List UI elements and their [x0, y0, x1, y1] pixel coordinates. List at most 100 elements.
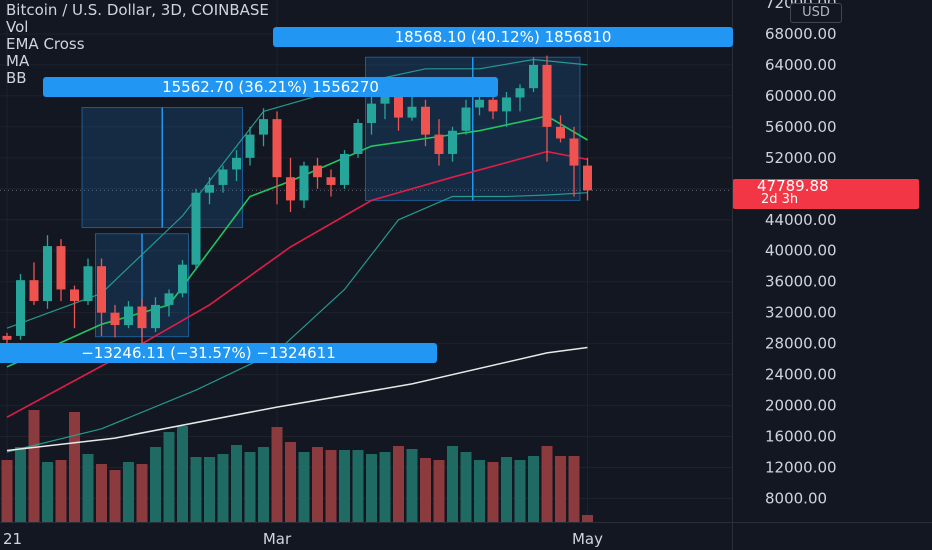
- price-tick-label: 8000.00: [765, 489, 827, 507]
- price-tick-label: 52000.00: [765, 149, 837, 167]
- candle-body: [461, 107, 471, 131]
- volume-bar: [568, 456, 580, 522]
- volume-bar: [69, 412, 80, 522]
- volume-bar: [339, 450, 350, 522]
- volume-bar: [150, 447, 161, 522]
- volume-bar: [285, 442, 296, 522]
- price-tick-label: 24000.00: [765, 366, 837, 384]
- candle-body: [529, 64, 538, 89]
- candle-body: [421, 106, 430, 135]
- volume-bar: [298, 452, 310, 522]
- candle-body: [448, 130, 457, 154]
- volume-bar: [271, 427, 283, 522]
- volume-bar: [433, 460, 445, 522]
- price-tick-label: 28000.00: [765, 335, 837, 353]
- measure-labels: −13246.11 (−31.57%) −1324611 15562.70 (36…: [0, 27, 733, 363]
- volume-bar: [379, 452, 391, 522]
- candle-body: [205, 184, 214, 193]
- volume-bar: [123, 462, 134, 522]
- volume-bar: [96, 464, 107, 522]
- candle-body: [367, 103, 376, 124]
- candle-body: [110, 312, 120, 326]
- candle-body: [70, 289, 79, 302]
- candle-body: [2, 335, 12, 340]
- bb-lower-line: [6, 192, 588, 453]
- candle-body: [488, 99, 498, 112]
- price-tick-label: 40000.00: [765, 242, 837, 260]
- price-tick-label: 12000.00: [765, 459, 837, 477]
- last-price-tag: 47789.88 2d 3h: [733, 177, 919, 209]
- candle-body: [502, 97, 511, 112]
- price-axis[interactable]: 8000.00 12000.00 16000.00 20000.00 24000.00 2…: [765, 0, 837, 507]
- price-tick-label: 64000.00: [765, 56, 837, 74]
- time-axis[interactable]: 21 Mar May: [3, 530, 603, 548]
- candle-body: [29, 280, 39, 302]
- candle-body: [583, 165, 592, 191]
- indicator-bb[interactable]: BB: [6, 69, 27, 87]
- candle-body: [394, 84, 403, 118]
- volume-bar: [136, 464, 148, 522]
- price-tick-label: 36000.00: [765, 273, 837, 291]
- candle-body: [43, 246, 52, 302]
- volume-bar: [217, 454, 229, 522]
- candle-body: [272, 119, 282, 178]
- measure-label-bg: [43, 77, 498, 97]
- ma-line: [6, 346, 588, 452]
- time-tick-label: Mar: [263, 530, 292, 548]
- price-tick-label: 20000.00: [765, 397, 837, 415]
- volume-bar: [55, 460, 67, 522]
- volume-bar: [42, 462, 53, 522]
- candle-body: [542, 64, 552, 127]
- price-tick-label: 68000.00: [765, 25, 837, 43]
- indicator-ema-cross[interactable]: EMA Cross: [6, 35, 85, 53]
- time-tick-label: 21: [3, 530, 22, 548]
- candle-body: [556, 126, 565, 139]
- price-tick-label: 60000.00: [765, 87, 837, 105]
- volume-bars: [1, 410, 593, 522]
- candle-body: [326, 177, 336, 185]
- volume-bar: [231, 445, 242, 522]
- time-tick-label: May: [572, 530, 603, 548]
- volume-bar: [393, 446, 404, 522]
- candle-body: [124, 306, 133, 326]
- currency-button[interactable]: USD: [790, 3, 842, 23]
- volume-bar: [244, 452, 256, 522]
- volume-bar: [487, 462, 499, 522]
- volume-bar: [177, 426, 188, 522]
- measure-label: −13246.11 (−31.57%) −1324611: [81, 344, 336, 362]
- candle-body: [515, 88, 525, 98]
- volume-bar: [204, 457, 215, 522]
- volume-bar: [501, 457, 512, 522]
- candle-body: [340, 153, 349, 185]
- price-tick-label: 32000.00: [765, 304, 837, 322]
- candle-body: [407, 106, 417, 118]
- volume-bar: [514, 460, 526, 522]
- candle-body: [353, 123, 363, 154]
- measure-label: 18568.10 (40.12%) 1856810: [395, 28, 612, 46]
- volume-bar: [325, 450, 337, 522]
- candle-body: [178, 264, 187, 294]
- candle-body: [259, 119, 268, 135]
- candle-body: [286, 177, 295, 201]
- volume-bar: [582, 515, 593, 522]
- indicator-vol[interactable]: Vol: [6, 18, 29, 36]
- candle-body: [137, 306, 147, 329]
- candle-body: [16, 280, 25, 336]
- indicator-ma[interactable]: MA: [6, 52, 30, 70]
- volume-bar: [312, 447, 323, 522]
- symbol-title[interactable]: Bitcoin / U.S. Dollar, 3D, COINBASE: [6, 1, 269, 19]
- volume-bar: [474, 460, 485, 522]
- candle-body: [313, 165, 322, 178]
- bar-countdown: 2d 3h: [761, 192, 799, 207]
- volume-bar: [352, 450, 364, 522]
- candle-body: [434, 134, 444, 154]
- candle-body: [218, 169, 228, 185]
- volume-bar: [460, 452, 472, 522]
- candle-body: [164, 293, 174, 305]
- volume-bar: [82, 454, 94, 522]
- volume-bar: [190, 457, 202, 522]
- volume-bar: [555, 456, 566, 522]
- candlesticks: [2, 55, 592, 360]
- candle-body: [475, 99, 484, 108]
